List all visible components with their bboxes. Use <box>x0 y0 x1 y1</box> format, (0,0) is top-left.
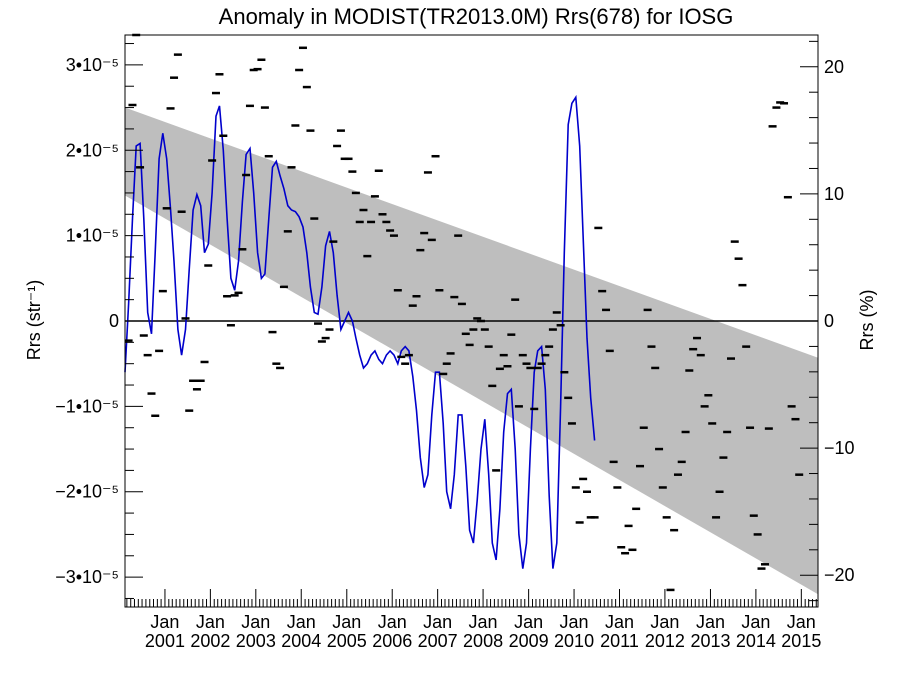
smoothed-series-line <box>124 94 596 569</box>
x-tick-month-label: Jan <box>150 612 179 632</box>
x-tick-year-label: 2002 <box>190 631 230 651</box>
axes-layer: −3•10⁻⁵ −2•10⁻⁵ −1•10⁻⁵ 0 1•10⁻⁵ 2•10⁻⁵ 3•10⁻⁵… <box>55 34 855 651</box>
smoothed-line-layer <box>124 94 596 569</box>
x-tick-month-label: Jan <box>378 612 407 632</box>
y-left-tick-label: −3•10⁻⁵ <box>55 567 119 587</box>
x-tick-year-label: 2010 <box>554 631 594 651</box>
x-tick-month-label: Jan <box>469 612 498 632</box>
x-tick-month-label: Jan <box>741 612 770 632</box>
x-tick-month-label: Jan <box>332 612 361 632</box>
x-tick-year-label: 2007 <box>418 631 458 651</box>
y-left-tick-label: 0 <box>109 311 119 331</box>
y-left-tick-label: 1•10⁻⁵ <box>66 226 119 246</box>
x-tick-month-label: Jan <box>787 612 816 632</box>
x-tick-year-label: 2004 <box>281 631 321 651</box>
y-right-tick-label: 0 <box>824 311 834 331</box>
x-tick-month-label: Jan <box>196 612 225 632</box>
chart-title: Anomaly in MODIST(TR2013.0M) Rrs(678) fo… <box>219 4 734 29</box>
y-left-tick-label: −2•10⁻⁵ <box>55 482 119 502</box>
x-tick-year-label: 2012 <box>645 631 685 651</box>
y-left-tick-label: −1•10⁻⁵ <box>55 396 119 416</box>
x-tick-year-label: 2015 <box>781 631 821 651</box>
y-right-tick-label: 10 <box>824 184 844 204</box>
x-tick-year-label: 2013 <box>690 631 730 651</box>
y-left-tick-label: 3•10⁻⁵ <box>66 55 119 75</box>
confidence-band <box>125 107 818 595</box>
x-tick-month-label: Jan <box>423 612 452 632</box>
x-tick-year-label: 2003 <box>236 631 276 651</box>
x-tick-month-label: Jan <box>696 612 725 632</box>
data-points-layer <box>124 33 804 592</box>
x-tick-year-label: 2011 <box>600 631 639 651</box>
x-tick-month-label: Jan <box>514 612 543 632</box>
x-tick-month-label: Jan <box>241 612 270 632</box>
y-right-tick-label: −10 <box>824 438 855 458</box>
x-tick-year-label: 2014 <box>736 631 776 651</box>
x-tick-year-label: 2009 <box>509 631 549 651</box>
x-tick-year-label: 2006 <box>372 631 412 651</box>
x-tick-year-label: 2005 <box>327 631 367 651</box>
x-tick-year-label: 2001 <box>145 631 185 651</box>
x-tick-month-label: Jan <box>650 612 679 632</box>
confidence-band-layer <box>125 107 818 595</box>
y-axis-label-right: Rrs (%) <box>857 290 877 351</box>
x-tick-year-label: 2008 <box>463 631 503 651</box>
y-right-tick-label: 20 <box>824 57 844 77</box>
y-left-tick-label: 2•10⁻⁵ <box>66 140 119 160</box>
x-tick-month-label: Jan <box>560 612 589 632</box>
y-axis-label-left: Rrs (str⁻¹) <box>24 280 44 360</box>
x-tick-month-label: Jan <box>287 612 316 632</box>
y-right-tick-label: −20 <box>824 565 855 585</box>
x-tick-month-label: Jan <box>605 612 634 632</box>
